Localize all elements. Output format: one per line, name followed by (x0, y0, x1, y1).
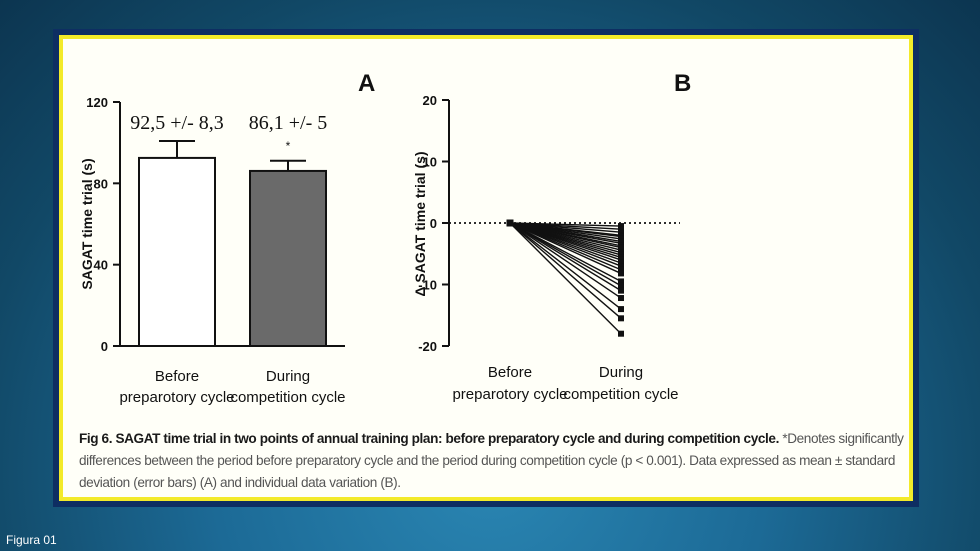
panel-a-letter: A (358, 70, 375, 97)
chart-b-during-point (618, 266, 624, 273)
chart-b-y-tick-label: -20 (418, 339, 437, 354)
chart-b-during-point (618, 330, 624, 337)
chart-b-during-point (618, 270, 624, 277)
chart-b-subject-line (509, 222, 622, 335)
chart-b: Δ SAGAT time trial (s) -20 -10 0 10 20 Before… (412, 93, 680, 403)
chart-b-subject-line (509, 222, 622, 287)
chart-a-bar (138, 156, 216, 347)
chart-b-category-label: Before (488, 364, 532, 381)
chart-b-subject-line (509, 222, 622, 299)
panel-b-letter: B (674, 70, 691, 97)
chart-a-y-tick-label: 0 (101, 339, 108, 354)
chart-b-during-point (618, 259, 624, 266)
chart-b-before-point (506, 219, 514, 227)
chart-b-subject-line (509, 222, 622, 319)
slide-label: Figura 01 (6, 533, 57, 547)
chart-a-category-label: During (266, 368, 310, 385)
chart-b-during-point (618, 287, 624, 294)
chart-b-subject-line (509, 222, 622, 275)
chart-b-y-tick-label: 0 (430, 216, 437, 231)
chart-b-during-point (618, 229, 624, 236)
chart-a-value-label: 92,5 +/- 8,3 (130, 112, 224, 134)
figure-caption: Fig 6. SAGAT time trial in two points of… (79, 428, 909, 494)
chart-b-during-point (618, 315, 624, 322)
chart-a-bar (249, 169, 327, 347)
chart-a: SAGAT time trial (s) 0 40 80 120 92,5 +/- 8,… (79, 95, 346, 406)
chart-b-during-point (618, 295, 624, 302)
chart-a-y-tick-label: 40 (94, 258, 108, 273)
chart-a-y-axis-label: SAGAT time trial (s) (79, 158, 95, 289)
chart-a-significance-mark: * (286, 139, 291, 153)
chart-b-during-point (618, 256, 624, 263)
chart-b-during-point (618, 226, 624, 233)
chart-a-category-label: preparotory cycle (119, 389, 234, 406)
chart-b-during-point (618, 263, 624, 270)
chart-b-during-point (618, 306, 624, 313)
chart-b-y-tick-label: -10 (418, 278, 437, 293)
chart-a-category-label: competition cycle (230, 389, 345, 406)
chart-a-value-label: 86,1 +/- 5 (249, 112, 328, 134)
chart-b-y-tick-label: 20 (423, 93, 437, 108)
chart-b-during-point (618, 223, 624, 230)
chart-a-category-label: Before (155, 368, 199, 385)
caption-text: *Denotes significantly differences betwe… (79, 431, 904, 490)
chart-b-during-point (618, 282, 624, 289)
caption-bold: Fig 6. SAGAT time trial in two points of… (79, 431, 779, 446)
chart-b-y-axis-label: Δ SAGAT time trial (s) (412, 151, 428, 296)
chart-b-subject-line (509, 222, 622, 292)
chart-b-category-label: preparotory cycle (452, 386, 567, 403)
chart-b-category-label: competition cycle (563, 386, 678, 403)
chart-b-category-label: During (599, 364, 643, 381)
chart-b-y-tick-label: 10 (423, 155, 437, 170)
chart-b-subject-line (509, 222, 622, 310)
chart-a-y-tick-label: 80 (94, 176, 108, 191)
chart-a-y-tick-label: 120 (86, 95, 108, 110)
chart-b-during-point (618, 278, 624, 285)
